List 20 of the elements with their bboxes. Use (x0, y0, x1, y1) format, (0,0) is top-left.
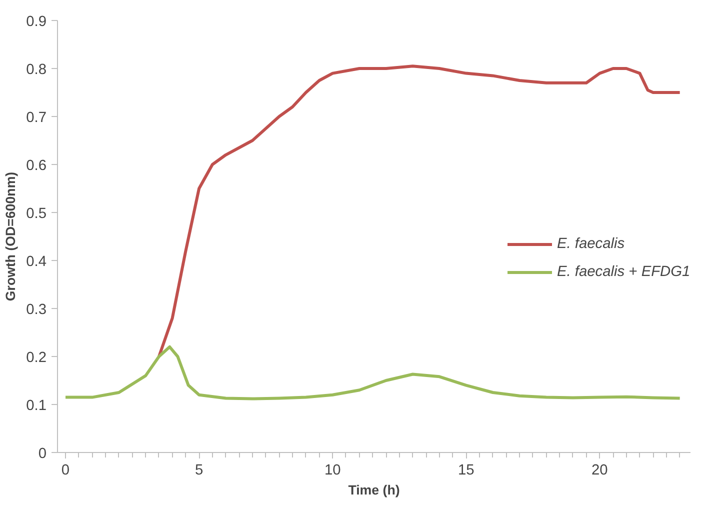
x-tick-label: 5 (194, 462, 204, 478)
y-tick-label: 0.1 (26, 398, 46, 414)
y-tick-label: 0.8 (26, 62, 46, 78)
x-tick-label: 0 (61, 462, 70, 478)
y-tick-label: 0 (38, 446, 47, 462)
y-tick-label: 0.5 (26, 206, 46, 222)
y-tick-label: 0.3 (26, 302, 46, 318)
y-tick-label: 0.7 (26, 110, 46, 126)
legend-label: E. faecalis (557, 236, 625, 252)
x-tick-label: 15 (458, 462, 474, 478)
x-tick-label: 20 (592, 462, 608, 478)
y-tick-label: 0.6 (26, 158, 46, 174)
x-axis-title: Time (h) (348, 482, 400, 498)
y-tick-label: 0.2 (26, 350, 46, 366)
y-tick-label: 0.9 (26, 14, 46, 30)
line-series (64, 345, 682, 400)
legend-label: E. faecalis + EFDG1 (557, 264, 690, 280)
x-tick-label: 10 (324, 462, 341, 478)
y-tick-label: 0.4 (26, 254, 46, 270)
y-axis-title: Growth (OD=600nm) (3, 172, 18, 302)
